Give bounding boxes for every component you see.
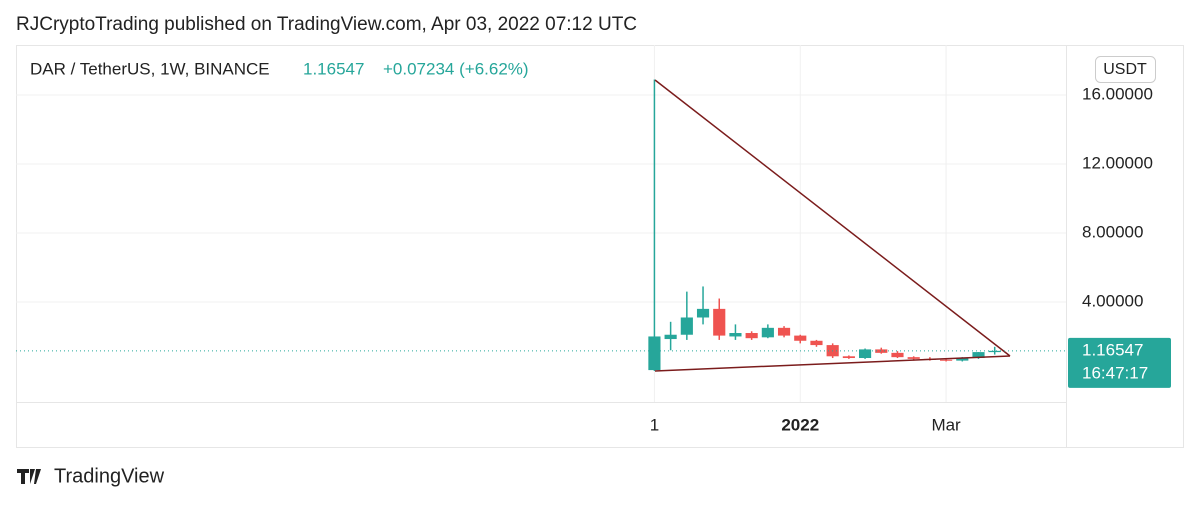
candle-body bbox=[794, 335, 807, 341]
y-tick-label: 8.00000 bbox=[1082, 222, 1143, 241]
countdown: 16:47:17 bbox=[1082, 363, 1148, 382]
candle-body bbox=[972, 352, 985, 359]
candle-body bbox=[907, 357, 920, 359]
x-tick-label: 2022 bbox=[781, 415, 819, 434]
candle-body bbox=[956, 358, 969, 361]
logo bbox=[17, 469, 41, 484]
candle-body bbox=[648, 336, 661, 371]
last-price-text: 1.16547 bbox=[303, 59, 364, 78]
symbol-title: DAR / TetherUS, 1W, BINANCE bbox=[30, 59, 270, 78]
y-tick-label: 4.00000 bbox=[1082, 291, 1143, 310]
candle-body bbox=[875, 349, 888, 353]
chart-frame bbox=[16, 45, 1184, 448]
last-price-box bbox=[1068, 337, 1171, 388]
candle-body bbox=[713, 308, 726, 336]
publisher: RJCryptoTrading published on TradingView… bbox=[16, 14, 637, 35]
candle-body bbox=[696, 308, 710, 318]
candle-body bbox=[842, 356, 855, 359]
trend-line bbox=[654, 355, 1011, 372]
candle-body bbox=[777, 327, 791, 336]
candle-body bbox=[940, 359, 953, 361]
candle-body bbox=[680, 317, 693, 335]
candle-body bbox=[988, 350, 1001, 353]
candle-body bbox=[858, 349, 872, 359]
trend-drawing bbox=[654, 79, 1011, 372]
candle-body bbox=[729, 333, 742, 337]
change-text: +0.07234 (+6.62%) bbox=[383, 59, 529, 78]
y-tick-label: 12.00000 bbox=[1082, 153, 1153, 172]
brand: TradingView bbox=[54, 465, 165, 487]
y-tick-label: 16.00000 bbox=[1082, 84, 1153, 103]
trend-line bbox=[654, 79, 1011, 357]
x-tick-label: Mar bbox=[931, 415, 961, 434]
candle-body bbox=[810, 340, 823, 346]
candle-body bbox=[745, 333, 758, 339]
candle-body bbox=[891, 352, 904, 358]
logo-mark bbox=[17, 469, 41, 484]
currency-box[interactable] bbox=[1095, 56, 1156, 83]
candle-body bbox=[761, 327, 774, 338]
currency[interactable]: USDT bbox=[1103, 61, 1147, 78]
x-tick-label: 1 bbox=[650, 415, 659, 434]
candle-body bbox=[664, 334, 677, 340]
last-price-label: 1.16547 bbox=[1082, 340, 1143, 359]
